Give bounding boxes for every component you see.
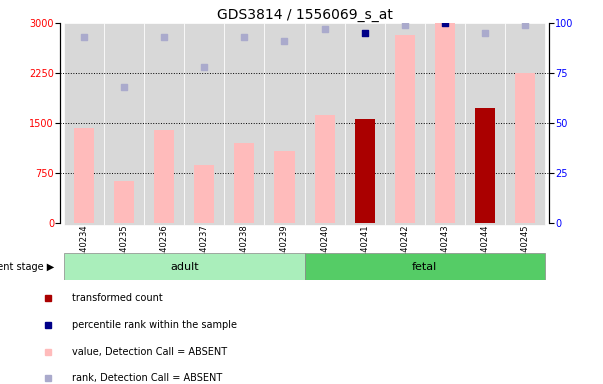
Bar — [65, 23, 104, 225]
Bar — [144, 23, 185, 225]
Text: transformed count: transformed count — [72, 293, 163, 303]
Bar — [265, 23, 305, 225]
Point — [480, 30, 490, 36]
Bar — [465, 23, 505, 225]
Text: fetal: fetal — [412, 262, 437, 272]
Bar — [355, 119, 374, 223]
Point — [200, 64, 209, 70]
Point — [520, 22, 529, 28]
Bar — [385, 23, 425, 225]
Text: rank, Detection Call = ABSENT: rank, Detection Call = ABSENT — [72, 373, 223, 383]
Bar — [305, 23, 344, 225]
Bar — [425, 23, 465, 225]
Bar — [394, 35, 415, 223]
Bar — [74, 127, 94, 223]
Bar — [475, 108, 494, 223]
Text: development stage ▶: development stage ▶ — [0, 262, 54, 272]
Point — [80, 34, 89, 40]
Point — [280, 38, 289, 44]
Bar — [224, 23, 265, 225]
Bar — [154, 129, 174, 223]
Bar — [505, 23, 545, 225]
Bar — [104, 23, 144, 225]
Point — [440, 20, 449, 26]
Text: percentile rank within the sample: percentile rank within the sample — [72, 320, 238, 330]
Bar — [305, 253, 545, 280]
Point — [160, 34, 169, 40]
Title: GDS3814 / 1556069_s_at: GDS3814 / 1556069_s_at — [216, 8, 393, 22]
Text: value, Detection Call = ABSENT: value, Detection Call = ABSENT — [72, 347, 227, 357]
Bar — [435, 23, 455, 223]
Bar — [315, 115, 335, 223]
Point — [239, 34, 249, 40]
Point — [119, 84, 129, 90]
Point — [400, 22, 409, 28]
Bar — [185, 23, 224, 225]
Point — [360, 30, 370, 36]
Bar — [515, 73, 535, 223]
Bar — [235, 143, 254, 223]
Point — [320, 26, 329, 32]
Bar — [194, 165, 215, 223]
Text: adult: adult — [170, 262, 199, 272]
Bar — [274, 151, 294, 223]
Bar — [115, 182, 134, 223]
Bar — [344, 23, 385, 225]
Bar — [65, 253, 305, 280]
